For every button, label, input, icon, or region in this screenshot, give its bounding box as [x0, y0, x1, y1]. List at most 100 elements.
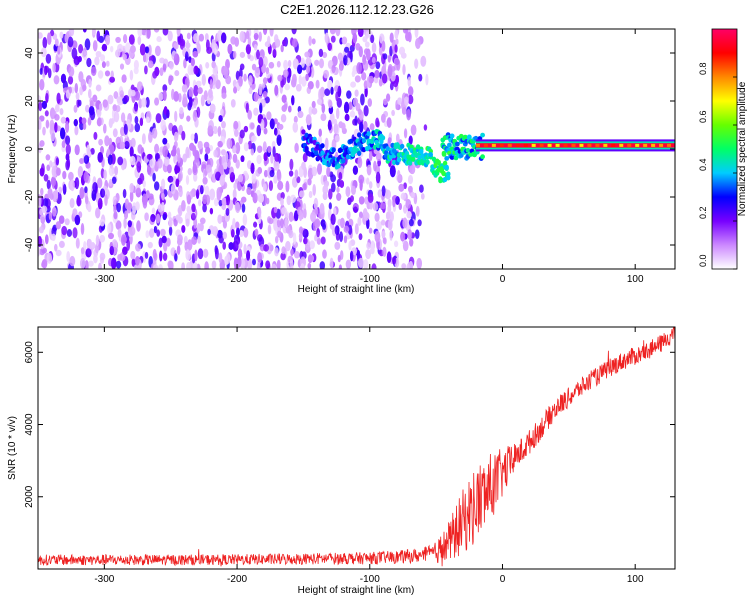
spectrogram-cell	[97, 177, 103, 189]
spectrogram-cell	[91, 29, 97, 36]
spectrogram-cell	[407, 229, 413, 240]
spectrogram-cell	[85, 248, 92, 258]
spectrogram-cell	[68, 86, 73, 94]
spectrogram-cell	[55, 167, 61, 176]
spectrogram-cell	[161, 192, 165, 201]
spectrogram-cell	[173, 131, 179, 142]
spectrogram-cell	[237, 248, 243, 259]
carrier-segment	[507, 143, 512, 147]
spectrogram-cell	[55, 221, 61, 230]
spectrogram-cell	[64, 218, 70, 226]
snr-x-label: Height of straight line (km)	[298, 585, 415, 596]
spectrogram-cell	[192, 50, 199, 58]
spectrogram-cell	[186, 115, 191, 122]
spectrogram-cell	[58, 240, 65, 248]
spectrogram-cell	[129, 146, 134, 158]
spectrogram-cell	[248, 74, 253, 86]
spectrogram-cell	[80, 223, 85, 235]
spectrogram-cell	[243, 73, 247, 82]
spectrogram-cell	[250, 162, 255, 174]
spectrogram-cell	[61, 225, 68, 236]
spectrogram-cell	[199, 217, 206, 225]
spectrogram-cell	[375, 171, 381, 184]
spectrogram-cell	[39, 79, 45, 91]
spectrogram-cell	[134, 123, 141, 133]
spectrogram-cell	[116, 202, 122, 213]
spectrogram-cell	[195, 189, 200, 200]
spectrogram-cell	[300, 263, 305, 269]
spectrogram-cell	[123, 95, 130, 103]
spectrogram-cell	[220, 108, 224, 117]
spectrogram-cell	[163, 241, 168, 252]
spectrogram-cell	[221, 32, 227, 44]
spectrogram-cell	[103, 169, 107, 180]
spectrogram-cell	[372, 202, 379, 211]
spectrogram-cell	[293, 210, 299, 222]
spectrogram-cell	[72, 208, 78, 218]
spectrogram-cell	[290, 194, 297, 204]
spectrogram-cell	[333, 123, 339, 134]
spectrogram-cell	[234, 37, 239, 47]
snr-x-tick-label: -100	[360, 574, 380, 585]
spectrogram-cell	[162, 252, 168, 261]
spectrogram-cell	[213, 125, 218, 135]
spectrogram-cell	[139, 43, 146, 56]
carrier-segment	[667, 143, 672, 147]
spectrogram-cell	[302, 228, 309, 239]
spectrogram-cell	[318, 128, 322, 137]
spectrogram-cell	[157, 158, 163, 169]
spectrogram-cell	[119, 63, 125, 70]
spectrogram-cell	[316, 228, 320, 238]
spectrogram-cell	[410, 192, 416, 199]
spectrogram-cell	[369, 123, 375, 131]
spectrogram-cell	[251, 172, 257, 184]
spectrogram-cell	[193, 65, 199, 75]
spectrogram-cell	[74, 144, 80, 156]
spectrogram-cell	[178, 187, 183, 198]
spectrogram-cell	[345, 186, 351, 197]
spectrogram-cell	[53, 75, 60, 85]
spectrogram-cell	[46, 252, 53, 264]
spectrogram-cell	[44, 234, 49, 245]
spectrogram-y-tick-label: 20	[24, 95, 35, 107]
spectrogram-cell	[130, 251, 136, 260]
spectrogram-cell	[239, 67, 243, 79]
spectrogram-cell	[292, 121, 299, 133]
spectrogram-cell	[328, 100, 333, 109]
spectrogram-cell	[254, 228, 259, 237]
spectrogram-cell	[76, 196, 82, 207]
spectrogram-cell	[348, 240, 352, 251]
spectrogram-cell	[120, 112, 126, 123]
spectrogram-cell	[187, 167, 193, 176]
spectrogram-cell	[197, 140, 203, 150]
spectrogram-cell	[188, 87, 194, 98]
spectrogram-cell	[356, 62, 362, 75]
spectrogram-cell	[337, 52, 343, 61]
spectrogram-cell	[266, 197, 270, 205]
spectrogram-cell	[220, 149, 227, 156]
spectrogram-cell	[337, 254, 341, 263]
spectrogram-cell	[99, 218, 105, 227]
spectrogram-cell	[393, 240, 399, 248]
spectrogram-cell	[103, 123, 107, 134]
spectrogram-cell	[40, 47, 47, 58]
spectrogram-cell	[327, 42, 333, 51]
spectrogram-cell	[193, 84, 199, 97]
spectrogram-cell	[51, 165, 58, 178]
spectrogram-cell	[366, 242, 371, 250]
spectrogram-cell	[334, 241, 341, 250]
spectrogram-cell	[302, 152, 308, 163]
spectrogram-cell	[156, 36, 162, 43]
spectrogram-cell	[251, 135, 257, 142]
spectrogram-cell	[230, 228, 235, 238]
spectrogram-cell	[263, 169, 268, 178]
spectrogram-cell	[359, 178, 363, 191]
spectrogram-cell	[405, 31, 410, 42]
spectrogram-cell	[276, 219, 281, 228]
spectrogram-cell	[304, 51, 311, 58]
spectrogram-cell	[310, 211, 317, 223]
spectrogram-cell	[145, 230, 150, 239]
spectrogram-cell	[318, 58, 325, 69]
spectrogram-cell	[349, 138, 354, 144]
spectrogram-cell	[449, 155, 455, 160]
